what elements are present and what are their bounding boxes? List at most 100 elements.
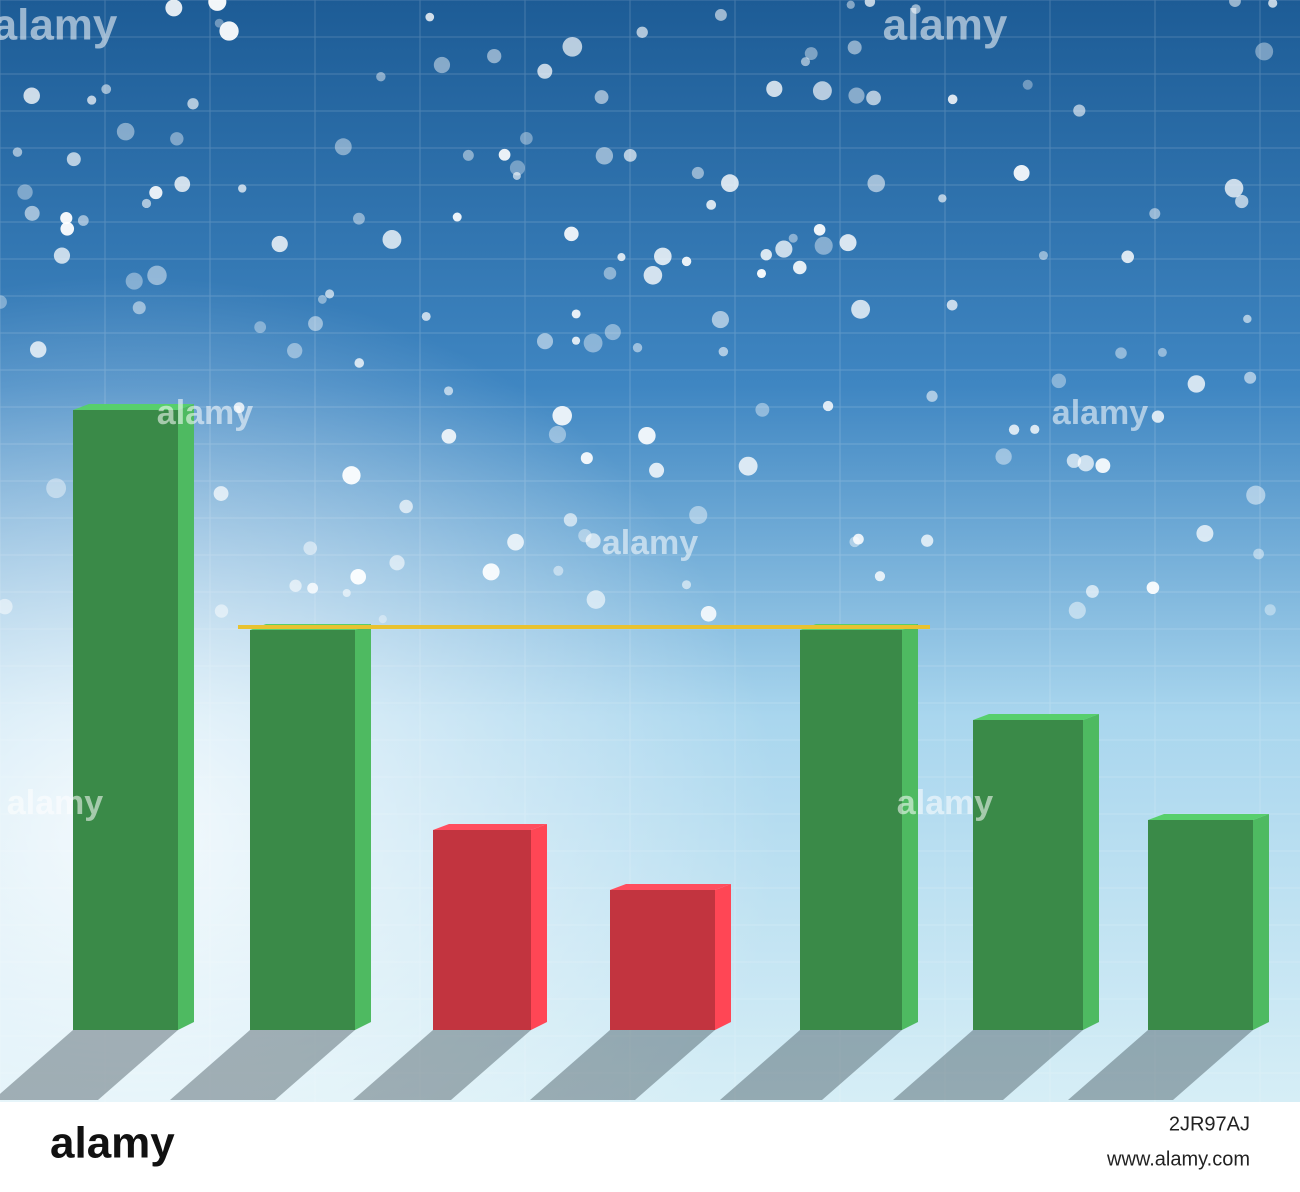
bg-dot <box>66 152 81 167</box>
bg-dot <box>512 171 521 180</box>
bg-dot <box>1157 347 1167 357</box>
bg-dot <box>444 386 454 396</box>
bg-dot <box>800 57 811 67</box>
bg-dot <box>0 598 13 615</box>
bar-shadow <box>720 1030 902 1100</box>
bg-dot <box>308 316 323 332</box>
bg-dot <box>1264 604 1276 616</box>
bg-dot <box>571 336 581 345</box>
bg-dot <box>766 80 783 97</box>
bg-dot <box>1068 601 1086 619</box>
bg-dot <box>846 0 855 9</box>
bg-dot <box>1187 375 1206 393</box>
bg-dot <box>12 147 23 157</box>
bg-dot <box>853 533 864 545</box>
bg-dot <box>214 604 229 618</box>
bg-dot <box>847 40 862 55</box>
bg-dot <box>755 402 770 417</box>
bg-dot <box>101 84 112 95</box>
footer-url: www.alamy.com <box>1106 1148 1250 1170</box>
bg-dot <box>700 605 717 622</box>
bar <box>973 714 1099 1030</box>
bg-dot <box>874 571 886 582</box>
bg-dot <box>536 333 554 350</box>
watermark: alamy <box>883 1 1008 50</box>
bg-dot <box>462 149 474 161</box>
bg-dot <box>946 299 958 311</box>
bg-dot <box>213 486 229 501</box>
bg-dot <box>839 234 857 252</box>
bg-dot <box>60 221 75 236</box>
bg-dot <box>711 311 729 329</box>
bg-dot <box>174 176 191 192</box>
bg-dot <box>617 253 626 262</box>
bg-dot <box>1255 42 1274 61</box>
bg-dot <box>520 132 533 145</box>
watermark: alamy <box>157 394 253 432</box>
bar-shadow <box>1068 1030 1253 1100</box>
bg-dot <box>548 425 567 444</box>
bg-dot <box>1224 178 1244 198</box>
footer-logo: alamy <box>50 1119 175 1168</box>
bg-dot <box>848 87 865 104</box>
bg-dot <box>1151 410 1165 423</box>
bg-dot <box>594 90 609 104</box>
bg-dot <box>132 301 146 315</box>
bg-dot <box>1095 458 1111 474</box>
bg-dot <box>689 505 708 525</box>
watermark: alamy <box>897 784 993 822</box>
bg-dot <box>552 405 572 426</box>
bg-dot <box>214 18 224 28</box>
bg-dot <box>1085 584 1099 598</box>
bg-dot <box>793 260 807 275</box>
bg-dot <box>208 0 227 11</box>
bg-dot <box>864 0 876 8</box>
bg-dot <box>775 240 793 258</box>
bg-dot <box>636 26 648 38</box>
bg-dot <box>334 138 352 156</box>
watermarks: alamy alamy alamy alamy alamy alamy alam… <box>0 1 1148 822</box>
bar <box>610 884 731 1030</box>
bg-dot <box>563 513 578 527</box>
bar <box>433 824 547 1030</box>
bg-dot <box>654 247 672 266</box>
bg-dot <box>926 390 938 402</box>
bg-dot <box>921 534 934 547</box>
bg-dot <box>721 174 739 193</box>
bar-front <box>250 630 355 1030</box>
bar-shadow <box>0 1030 178 1100</box>
bg-dot <box>595 147 614 165</box>
bar-front <box>1148 820 1253 1030</box>
bg-dot <box>342 466 361 485</box>
bg-dot <box>1268 0 1278 8</box>
bg-dot <box>353 212 365 225</box>
bar-shadow <box>170 1030 355 1100</box>
bg-dot <box>389 555 405 571</box>
watermark: alamy <box>0 1 118 50</box>
bg-dot <box>603 267 617 280</box>
bg-dot <box>342 588 351 598</box>
bar <box>1148 814 1269 1030</box>
bg-dot <box>77 215 89 226</box>
bg-dot <box>382 230 402 249</box>
bar-side <box>1253 814 1269 1030</box>
bg-dot <box>537 63 553 79</box>
bg-dot <box>219 21 239 41</box>
bg-dot <box>681 580 692 590</box>
bar-front <box>433 830 531 1030</box>
bg-dot <box>303 541 318 555</box>
bg-dot <box>738 456 758 476</box>
bg-dot <box>681 256 692 267</box>
bg-dot <box>564 226 579 242</box>
bg-dot <box>1243 314 1252 324</box>
bar-shadow <box>530 1030 715 1100</box>
bar <box>73 404 194 1030</box>
bg-dot <box>60 212 73 225</box>
bg-dot <box>271 235 288 253</box>
bg-dot <box>1038 250 1048 261</box>
bg-dot <box>1229 0 1241 8</box>
bg-dot <box>487 48 502 64</box>
bg-dot <box>378 615 387 624</box>
bar-side <box>531 824 547 1030</box>
